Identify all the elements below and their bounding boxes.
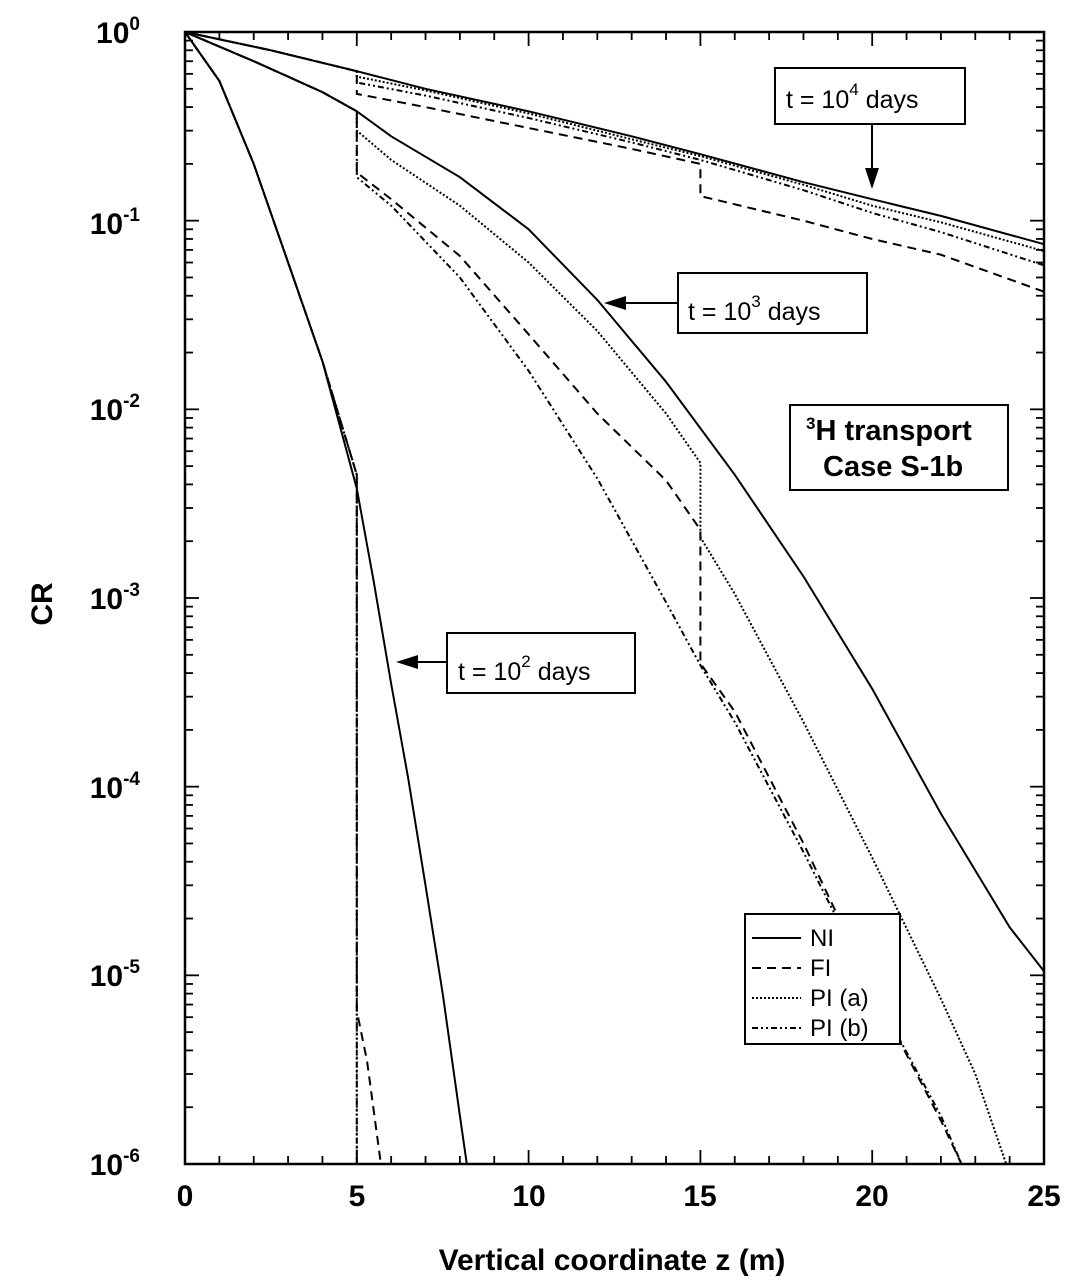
x-tick-label: 5 bbox=[349, 1180, 366, 1213]
legend-box bbox=[744, 913, 901, 1045]
y-tick-label: 10-5 bbox=[90, 957, 141, 993]
x-tick-labels: 0 5 10 15 20 25 bbox=[177, 1180, 1061, 1213]
annotation-label: t = 104 days bbox=[786, 80, 919, 114]
annotation-t3: t = 103 days bbox=[604, 272, 868, 334]
plot-frame bbox=[183, 30, 1046, 1166]
annotation-arrow-head bbox=[396, 655, 418, 669]
x-tick-label: 0 bbox=[177, 1180, 194, 1213]
annotation-label: t = 103 days bbox=[688, 292, 821, 326]
series-line-pi-a bbox=[184, 31, 358, 1164]
x-tick-label: 20 bbox=[855, 1180, 888, 1213]
annotation-box bbox=[677, 272, 868, 334]
series-line-fi bbox=[184, 31, 1045, 293]
legend-label-pia: PI (a) bbox=[810, 985, 869, 1012]
case-box-line2: Case S-1b bbox=[823, 451, 963, 483]
y-tick-label: 10-3 bbox=[90, 580, 140, 616]
x-tick-label: 15 bbox=[683, 1180, 716, 1213]
legend: NI FI PI (a) PI (b) bbox=[744, 913, 901, 1045]
series-line-ni bbox=[184, 31, 1045, 972]
annotation-arrow-head bbox=[865, 168, 879, 189]
x-tick-label: 25 bbox=[1027, 1180, 1060, 1213]
series-line-pi-a bbox=[184, 31, 1008, 1165]
series-layer bbox=[184, 31, 1045, 1165]
series-line-pi-b bbox=[184, 31, 963, 1165]
annotation-t4: t = 104 days bbox=[774, 67, 966, 189]
annotation-arrow-head bbox=[604, 296, 626, 310]
y-tick-label: 10-6 bbox=[90, 1146, 140, 1182]
x-tick-label: 10 bbox=[512, 1180, 545, 1213]
y-tick-label: 100 bbox=[96, 14, 140, 50]
tick-layer bbox=[184, 31, 1045, 1165]
annotation-box bbox=[446, 632, 636, 694]
annotation-label: t = 102 days bbox=[458, 652, 591, 686]
y-axis-title: CR bbox=[26, 582, 59, 626]
case-box-line1: 3H transport bbox=[806, 414, 972, 447]
case-box-frame bbox=[789, 404, 1009, 491]
series-line-fi bbox=[184, 31, 963, 1165]
series-line-fi bbox=[184, 31, 382, 1165]
legend-label-ni: NI bbox=[810, 925, 834, 952]
case-box: 3H transport Case S-1b bbox=[789, 404, 1009, 491]
series-line-ni bbox=[184, 31, 468, 1165]
legend-label-fi: FI bbox=[810, 955, 831, 982]
y-tick-labels: 100 10-1 10-2 10-3 10-4 10-5 10-6 bbox=[90, 14, 141, 1182]
series-line-pi-b bbox=[184, 31, 1045, 267]
series-line-ni bbox=[184, 31, 1045, 246]
x-axis-title: Vertical coordinate z (m) bbox=[439, 1244, 786, 1277]
legend-label-pib: PI (b) bbox=[810, 1015, 869, 1042]
series-line-pi-a bbox=[184, 31, 1045, 253]
y-tick-label: 10-4 bbox=[90, 769, 141, 805]
y-tick-label: 10-1 bbox=[90, 205, 141, 241]
annotation-box bbox=[774, 67, 966, 125]
y-tick-label: 10-2 bbox=[90, 391, 140, 427]
annotation-t2: t = 102 days bbox=[396, 632, 636, 694]
series-line-pi-b bbox=[184, 31, 358, 1164]
